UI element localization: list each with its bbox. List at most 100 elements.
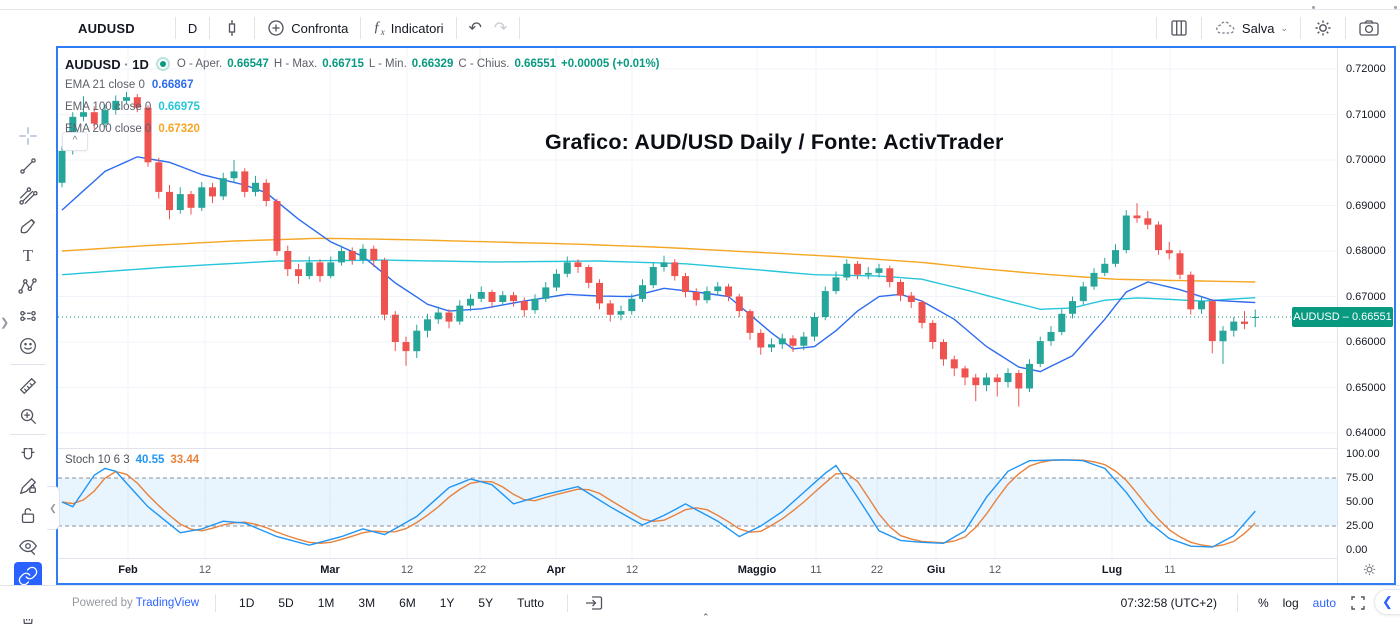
candle-body[interactable] [1079, 286, 1087, 302]
candle-body[interactable] [778, 338, 786, 345]
range-all-button[interactable]: Tutto [517, 595, 545, 610]
collapse-panel-chevron[interactable]: ❮ [1374, 589, 1400, 615]
log-scale-button[interactable]: log [1282, 595, 1299, 610]
candle-body[interactable] [768, 344, 775, 348]
candle-body[interactable] [198, 187, 206, 208]
candle-body[interactable] [510, 295, 517, 302]
candle-body[interactable] [1101, 263, 1109, 273]
settings-button[interactable] [1301, 10, 1345, 46]
ema200-legend-row[interactable]: EMA 200 close 0 0.67320 [65, 123, 200, 135]
candle-body[interactable] [918, 302, 926, 323]
candle-body[interactable] [972, 377, 980, 386]
candle-body[interactable] [241, 171, 249, 192]
candle-body[interactable] [735, 296, 743, 312]
range-5d-button[interactable]: 5D [278, 595, 294, 610]
candle-body[interactable] [338, 251, 345, 263]
candle-body[interactable] [929, 322, 937, 342]
toolbar-collapse-tab[interactable]: ❮ [47, 486, 60, 530]
tool-crosshair-icon[interactable] [14, 122, 42, 150]
candle-body[interactable] [359, 248, 367, 261]
candle-body[interactable] [112, 100, 120, 110]
candle-body[interactable] [789, 338, 797, 346]
candle-body[interactable] [262, 182, 270, 201]
candle-body[interactable] [854, 263, 861, 275]
tool-trend-line-icon[interactable] [14, 152, 42, 180]
stochastic-k-line[interactable] [61, 459, 1256, 548]
candle-body[interactable] [617, 311, 625, 315]
candle-body[interactable] [1090, 272, 1098, 287]
candle-body[interactable] [1058, 313, 1066, 332]
percent-scale-button[interactable]: % [1257, 595, 1269, 610]
candle-body[interactable] [585, 267, 593, 283]
range-6m-button[interactable]: 6M [399, 595, 416, 610]
tool-forecast-icon[interactable] [14, 302, 42, 330]
candle-body[interactable] [875, 268, 883, 273]
candle-body[interactable] [176, 194, 184, 210]
ema100-legend-row[interactable]: EMA 100 close 0 0.66975 [65, 101, 200, 113]
candle-body[interactable] [703, 291, 711, 301]
candle-body[interactable] [391, 314, 399, 342]
candle-body[interactable] [531, 298, 539, 311]
tool-pitchfork-icon[interactable] [14, 182, 42, 210]
candle-body[interactable] [1004, 373, 1012, 383]
redo-button[interactable]: ↷ [494, 10, 519, 46]
candle-body[interactable] [1026, 363, 1033, 389]
candle-body[interactable] [413, 330, 421, 352]
chart-style-button[interactable] [210, 10, 254, 46]
layout-select-button[interactable] [1157, 10, 1201, 46]
candle-body[interactable] [692, 292, 700, 301]
range-1d-button[interactable]: 1D [239, 595, 255, 610]
candle-body[interactable] [1112, 250, 1119, 264]
stochastic-pane[interactable] [58, 448, 1337, 559]
candle-body[interactable] [553, 273, 560, 288]
candle-body[interactable] [574, 262, 582, 267]
candle-body[interactable] [811, 317, 818, 337]
time-axis[interactable]: Feb 12 Mar 12 22 Apr 12 Maggio 11 22 Giu 12 Lug 11 [58, 558, 1337, 583]
candle-body[interactable] [1208, 301, 1216, 342]
candle-body[interactable] [477, 292, 485, 299]
candle-body[interactable] [327, 262, 335, 277]
candle-body[interactable] [864, 272, 872, 275]
tool-drawing-lock-icon[interactable] [14, 472, 42, 500]
candle-body[interactable] [348, 251, 356, 261]
candle-body[interactable] [1165, 250, 1173, 254]
expand-watchlist-arrow[interactable]: ❯ [0, 316, 10, 329]
symbol-search-button[interactable]: AUDUSD [66, 10, 175, 46]
candle-body[interactable] [757, 332, 765, 348]
candle-body[interactable] [993, 377, 1001, 383]
auto-scale-button[interactable]: auto [1312, 595, 1336, 610]
candle-body[interactable] [295, 269, 302, 276]
candle-body[interactable] [821, 291, 829, 317]
candle-body[interactable] [542, 287, 550, 299]
candle-body[interactable] [1144, 218, 1152, 225]
candle-body[interactable] [1230, 321, 1238, 331]
candle-body[interactable] [746, 311, 754, 333]
candle-body[interactable] [1176, 253, 1184, 275]
legend-collapse-button[interactable]: ^ [62, 132, 88, 151]
candle-body[interactable] [897, 282, 904, 296]
candle-body[interactable] [1015, 373, 1023, 389]
candle-body[interactable] [1047, 332, 1055, 342]
candle-body[interactable] [800, 336, 808, 346]
candle-body[interactable] [187, 194, 195, 208]
candle-body[interactable] [725, 286, 732, 297]
pane-settings-gear-icon[interactable] [1362, 562, 1377, 582]
legend-symbol[interactable]: AUDUSD · 1D [65, 56, 149, 72]
candle-body[interactable] [1251, 317, 1259, 318]
candle-body[interactable] [639, 285, 646, 299]
candle-body[interactable] [714, 286, 722, 292]
candle-body[interactable] [424, 319, 431, 331]
candle-body[interactable] [155, 162, 163, 192]
candle-body[interactable] [520, 301, 528, 311]
range-1m-button[interactable]: 1M [317, 595, 335, 610]
candle-body[interactable] [563, 262, 571, 274]
ema21-legend-row[interactable]: EMA 21 close 0 0.66867 [65, 79, 194, 91]
candle-body[interactable] [58, 150, 66, 183]
candle-body[interactable] [843, 263, 851, 278]
candle-body[interactable] [1241, 321, 1248, 324]
candle-body[interactable] [1133, 215, 1141, 219]
tool-text-icon[interactable]: T [22, 246, 34, 265]
candle-body[interactable] [983, 377, 990, 386]
candle-body[interactable] [273, 201, 281, 252]
candle-body[interactable] [123, 97, 130, 101]
